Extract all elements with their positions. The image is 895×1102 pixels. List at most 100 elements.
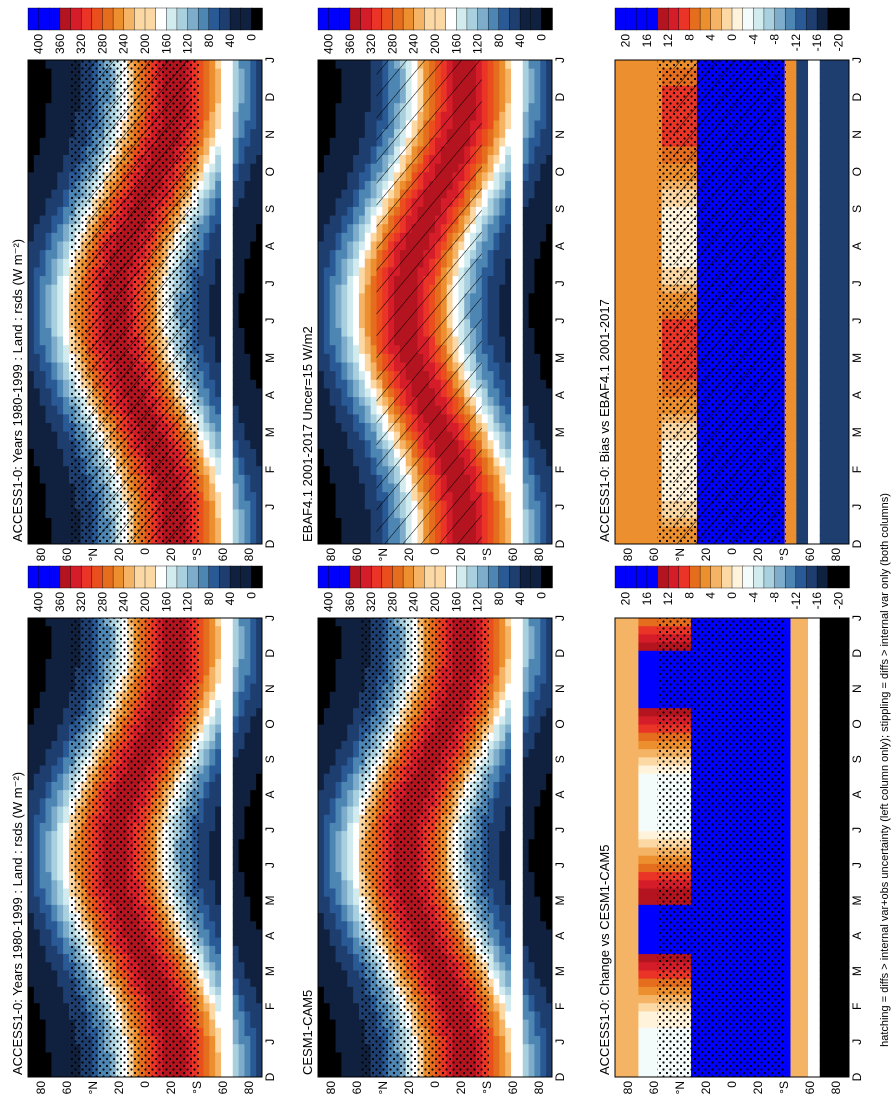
heatmap-cell <box>221 405 228 415</box>
heatmap-cell <box>318 103 325 113</box>
heatmap-cell <box>244 120 251 130</box>
heatmap-cell <box>39 232 47 243</box>
heatmap-cell <box>250 414 257 424</box>
heatmap-cell <box>226 1027 234 1037</box>
heatmap-cell <box>221 904 228 914</box>
heatmap-cell <box>250 913 257 922</box>
heatmap-cell <box>318 198 325 208</box>
heatmap-cell <box>209 732 216 742</box>
colorbar-tick-label: 240 <box>117 34 131 54</box>
heatmap-cell <box>28 137 35 148</box>
heatmap-cell <box>197 1060 205 1070</box>
heatmap-cell <box>318 120 325 130</box>
heatmap-cell <box>221 658 228 668</box>
heatmap-cell <box>203 863 210 873</box>
heatmap-cell <box>341 440 348 450</box>
heatmap-cell <box>63 509 70 519</box>
heatmap-cell <box>45 276 52 286</box>
heatmap-cell <box>45 302 52 312</box>
heatmap-cell <box>250 822 257 832</box>
heatmap-cell <box>203 1068 210 1077</box>
heatmap-cell <box>203 120 210 130</box>
heatmap-cell <box>318 189 325 199</box>
heatmap-cell <box>63 716 70 726</box>
heatmap-cell <box>341 397 348 407</box>
heatmap-cell <box>323 111 331 122</box>
heatmap-cell <box>335 474 342 485</box>
heatmap-cell <box>250 732 257 742</box>
heatmap-cell <box>39 492 47 502</box>
heatmap-cell <box>318 181 325 191</box>
heatmap-cell <box>329 155 337 165</box>
heatmap-cell <box>221 1044 228 1054</box>
heatmap-cell <box>250 937 257 947</box>
heatmap-cell <box>244 457 251 467</box>
heatmap-cell <box>244 474 251 485</box>
heatmap-cell <box>244 336 251 346</box>
heatmap-cell <box>28 667 35 676</box>
heatmap-cell <box>51 284 58 294</box>
heatmap-cell <box>57 267 64 277</box>
heatmap-cell <box>28 448 35 459</box>
heatmap-cell <box>209 457 216 467</box>
heatmap-cell <box>57 740 64 750</box>
heatmap-cell <box>28 822 35 832</box>
heatmap-cell <box>244 362 251 372</box>
heatmap-cell <box>209 904 216 914</box>
heatmap-cell <box>39 466 47 476</box>
heatmap-cell <box>244 327 251 338</box>
heatmap-cell <box>347 172 354 182</box>
heatmap-cell <box>51 995 58 1004</box>
heatmap-cell <box>28 362 35 372</box>
heatmap-cell <box>335 293 342 303</box>
heatmap-cell <box>215 749 222 758</box>
heatmap-cell <box>226 492 234 502</box>
heatmap-cell <box>57 970 64 980</box>
heatmap-cell <box>33 276 41 286</box>
heatmap-cell <box>221 129 228 139</box>
heatmap-cell <box>33 781 41 791</box>
heatmap-cell <box>215 790 222 799</box>
heatmap-cell <box>353 129 360 139</box>
heatmap-cell <box>335 526 342 536</box>
heatmap-cell <box>28 724 35 734</box>
heatmap-cell <box>33 740 41 750</box>
heatmap-cell <box>215 1068 222 1077</box>
heatmap-cell <box>209 962 216 972</box>
heatmap-cell <box>197 790 205 799</box>
heatmap-cell <box>226 1019 234 1029</box>
heatmap-cell <box>232 423 240 433</box>
month-tick-label: A <box>263 932 277 940</box>
heatmap-cell <box>329 431 337 441</box>
heatmap-cell <box>250 675 257 685</box>
heatmap-cell <box>341 362 348 372</box>
heatmap-cell <box>63 855 70 865</box>
heatmap-cell <box>347 379 354 390</box>
heatmap-cell <box>57 474 64 485</box>
heatmap-cell <box>250 872 257 881</box>
heatmap-cell <box>353 397 360 407</box>
heatmap-cell <box>57 814 64 824</box>
heatmap-cell <box>197 353 205 364</box>
heatmap-cell <box>33 397 41 407</box>
heatmap-cell <box>203 929 210 939</box>
heatmap-cell <box>39 757 47 767</box>
heatmap-cell <box>256 232 262 243</box>
heatmap-cell <box>45 388 52 398</box>
heatmap-cell <box>209 880 216 890</box>
heatmap-cell <box>39 293 47 303</box>
heatmap-cell <box>57 929 64 939</box>
heatmap-cell <box>28 500 35 511</box>
heatmap-cell <box>341 302 348 312</box>
heatmap-cell <box>226 978 234 988</box>
heatmap-cell <box>244 423 251 433</box>
heatmap-cell <box>63 155 70 165</box>
heatmap-cell <box>63 474 70 485</box>
heatmap-cell <box>197 978 205 988</box>
heatmap-cell <box>57 146 64 156</box>
heatmap-cell <box>232 683 240 693</box>
heatmap-cell <box>33 198 41 208</box>
heatmap-cell <box>63 970 70 980</box>
heatmap-cell <box>250 1052 257 1062</box>
heatmap-cell <box>39 483 47 493</box>
